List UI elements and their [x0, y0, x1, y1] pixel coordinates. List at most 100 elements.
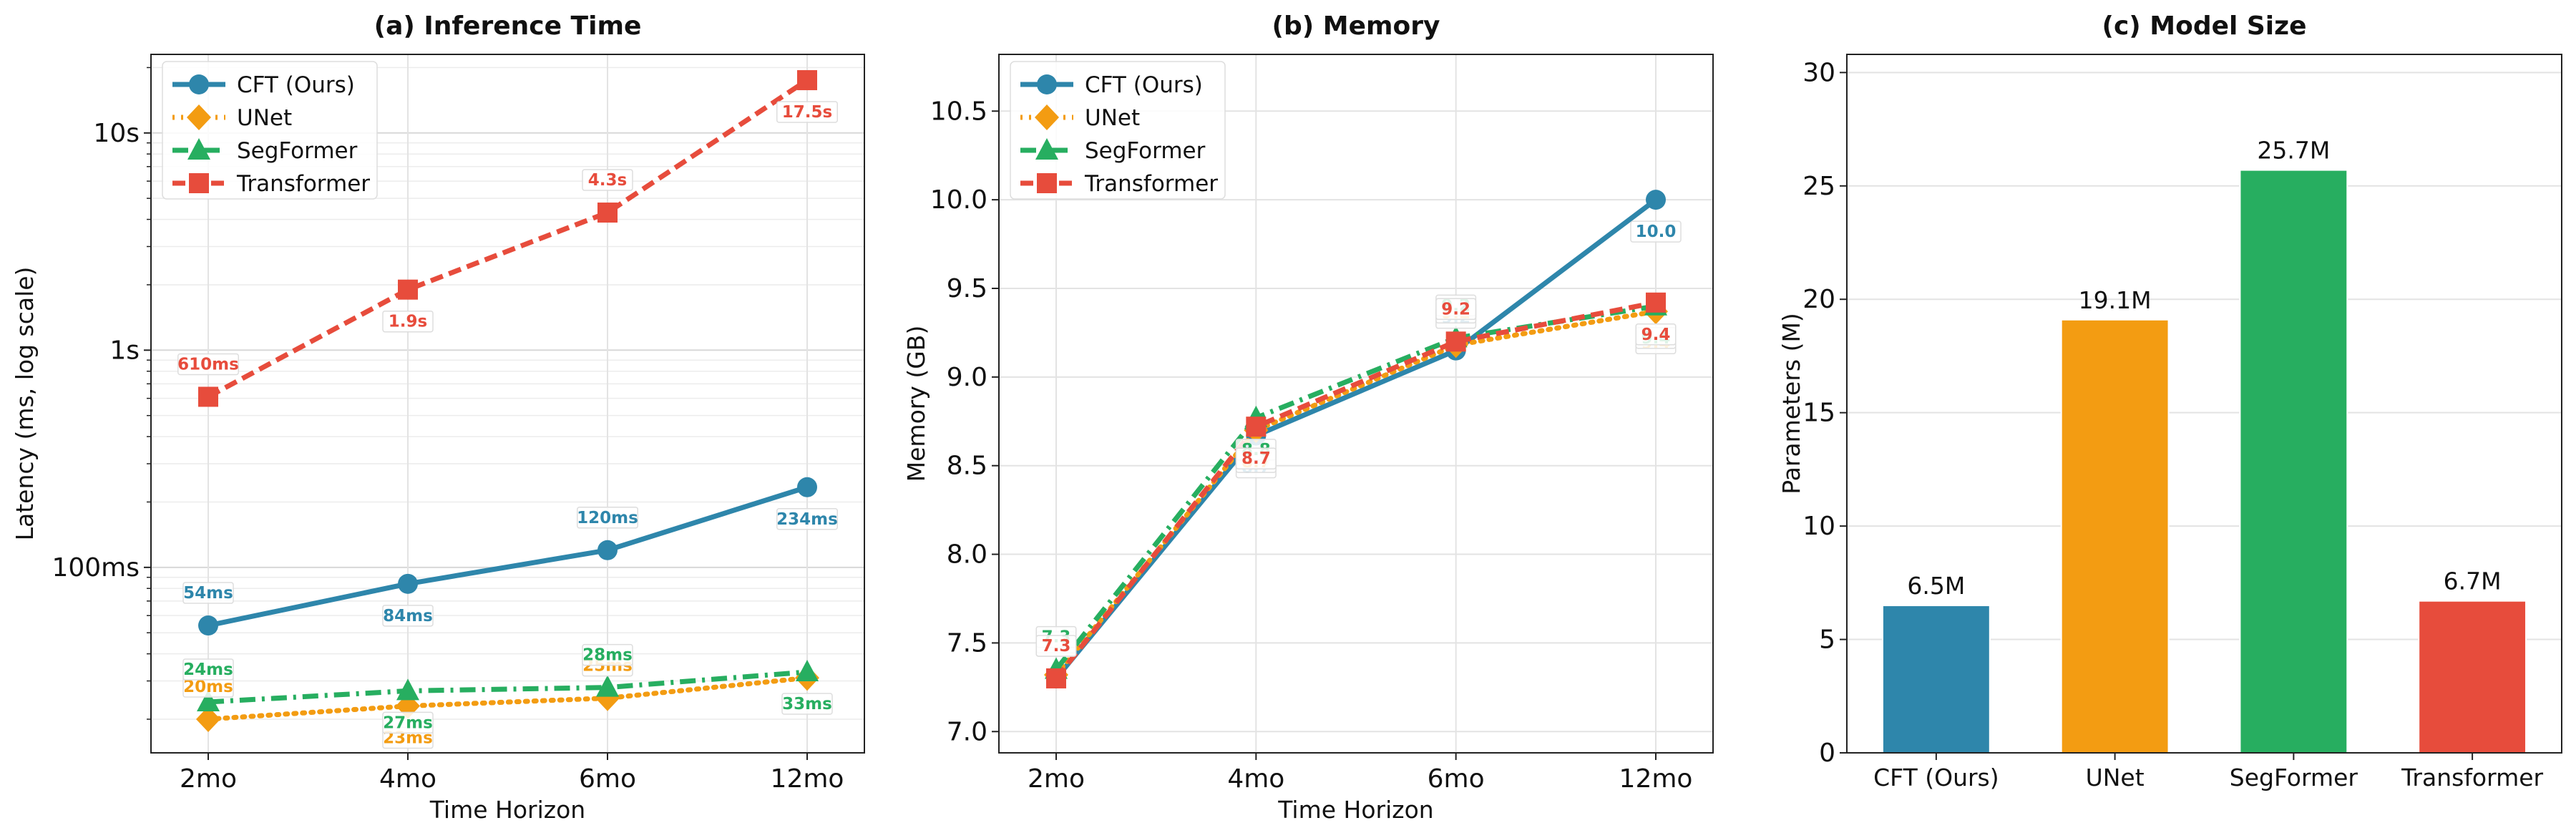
y-tick-label: 0	[1819, 739, 1835, 768]
y-tick-label: 8.5	[947, 452, 987, 481]
data-point-cft	[398, 573, 418, 594]
data-point-transformer	[597, 203, 618, 223]
data-label-box	[582, 643, 633, 666]
series-line-cft	[208, 484, 809, 628]
y-tick-label: 25	[1802, 172, 1835, 201]
y-tick-label: 10s	[93, 119, 140, 148]
data-label-box	[1630, 220, 1682, 243]
plot-frame	[150, 54, 865, 754]
legend-label-unet: UNet	[237, 105, 292, 131]
data-label-box	[582, 169, 633, 191]
legend-label-segformer: SegFormer	[1085, 138, 1206, 164]
bar-cft	[1881, 605, 1991, 754]
x-tick-label: 4mo	[1227, 764, 1284, 794]
legend-marker-cft	[189, 74, 209, 94]
y-tick-label: 7.5	[947, 628, 987, 658]
data-point-transformer	[1046, 668, 1066, 688]
legend: CFT (Ours) UNet SegFormer Transformer	[162, 61, 378, 200]
data-label-transformer: 17.5s	[782, 103, 832, 122]
data-label-box	[1635, 323, 1677, 346]
y-tick-label: 15	[1802, 399, 1835, 428]
x-tick-label: CFT (Ours)	[1873, 764, 1999, 791]
y-tick-label: 8.0	[947, 540, 987, 570]
data-label-segformer: 27ms	[383, 713, 433, 732]
data-point-cft	[597, 540, 618, 560]
x-tick-label: 12mo	[1619, 764, 1693, 794]
data-point-transformer	[797, 70, 817, 91]
data-label-box	[382, 605, 434, 627]
chart-title: (a) Inference Time	[374, 11, 642, 41]
data-label-segformer: 33ms	[782, 695, 832, 713]
x-axis-label: Time Horizon	[429, 796, 585, 824]
y-tick-label: 10.0	[930, 185, 987, 215]
legend-marker-unet	[1035, 104, 1059, 130]
data-label-cft: 120ms	[577, 509, 638, 527]
data-point-cft	[198, 615, 218, 636]
legend-label-cft: CFT (Ours)	[237, 72, 355, 98]
series-transformer	[1046, 292, 1666, 688]
data-label-box	[776, 508, 838, 530]
data-label-transformer: 9.2	[1441, 300, 1470, 318]
bar-transformer	[2418, 600, 2527, 754]
data-point-segformer	[596, 675, 619, 697]
chart-title: (b) Memory	[1272, 11, 1440, 41]
data-label-box	[1435, 298, 1477, 321]
x-tick-label: 2mo	[180, 764, 237, 794]
data-label-transformer: 8.7	[1241, 449, 1271, 468]
data-label-box	[382, 711, 434, 734]
chart-title: (c) Model Size	[2102, 11, 2306, 41]
plot-frame	[1846, 54, 2562, 754]
legend-box	[162, 61, 378, 200]
series-line-transformer	[207, 78, 809, 399]
legend-label-transformer: Transformer	[1084, 171, 1218, 197]
data-label-unet: 20ms	[183, 678, 233, 696]
x-tick-label: UNet	[2086, 764, 2145, 791]
data-label-box	[1035, 635, 1077, 657]
legend-marker-unet	[187, 104, 211, 130]
y-tick-label: 10	[1802, 512, 1835, 541]
data-label-transformer: 1.9s	[389, 313, 427, 331]
data-point-transformer	[398, 279, 418, 300]
data-label-transformer: 4.3s	[588, 171, 627, 190]
bar-value-label: 6.7M	[2444, 567, 2502, 595]
gridlines	[147, 54, 864, 753]
y-tick-label: 100ms	[52, 553, 140, 583]
data-point-segformer	[396, 678, 419, 701]
data-label-transformer: 7.3	[1042, 637, 1071, 656]
inference-time-chart: 100ms 1s 10s 2mo 4mo 6mo 12mo 54ms 84ms 120ms 234m…	[11, 11, 865, 824]
data-label-box	[577, 507, 638, 529]
y-tick-label: 30	[1802, 58, 1835, 87]
data-label-box	[781, 693, 833, 715]
y-tick-label: 20	[1802, 285, 1835, 314]
x-tick-label: SegFormer	[2230, 764, 2358, 791]
data-label-cft: 10.0	[1636, 223, 1677, 241]
x-axis-label: Time Horizon	[1277, 796, 1433, 824]
series-transformer	[198, 70, 817, 407]
bar-unet	[2060, 318, 2170, 754]
data-point-cft	[797, 477, 817, 497]
y-tick-label: 10.5	[930, 97, 987, 126]
data-label-cft: 54ms	[183, 584, 233, 603]
y-tick-label: 5	[1819, 625, 1835, 655]
y-tick-label: 9.5	[947, 274, 987, 303]
y-axis-label: Parameters (M)	[1777, 313, 1805, 494]
legend-marker-cft	[1037, 74, 1057, 94]
x-tick-label: 12mo	[771, 764, 844, 794]
data-label-box	[776, 101, 838, 123]
y-axis-label: Memory (GB)	[902, 326, 930, 482]
bar-value-label: 19.1M	[2079, 286, 2152, 314]
data-point-cft	[1646, 190, 1666, 210]
legend-marker-segformer	[187, 138, 210, 160]
data-label-box	[177, 353, 239, 376]
legend-marker-segformer	[1035, 138, 1058, 160]
series-line-cft	[1054, 198, 1658, 681]
data-point-transformer	[1646, 292, 1666, 313]
gridlines	[999, 54, 1713, 753]
legend-marker-transformer	[189, 173, 209, 193]
model-size-chart: 0 5 10 15 20 25 30 6.5M CFT (Ours) 19.1M UNet 25.7M…	[1777, 11, 2562, 791]
data-point-unet	[196, 706, 220, 732]
data-point-transformer	[198, 386, 218, 407]
y-tick-label: 1s	[109, 336, 140, 365]
x-tick-label: 4mo	[379, 764, 436, 794]
